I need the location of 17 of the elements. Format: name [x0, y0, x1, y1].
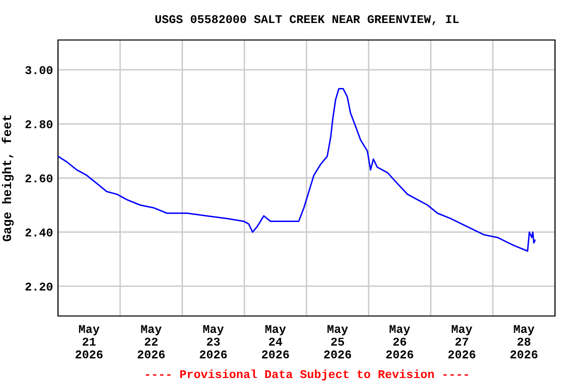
- line-series: [58, 88, 536, 252]
- x-tick-label: May 21 2026: [76, 325, 103, 358]
- x-tick-label: May 25 2026: [324, 325, 352, 358]
- y-tick-label: 2.60: [26, 174, 52, 182]
- text: ---- Provisional Data Subject to Revision ----: [146, 369, 468, 381]
- y-axis-title: Gage height, feet: [2, 115, 14, 242]
- y-tick-label: 2.80: [26, 120, 52, 128]
- x-tick-label: May 22 2026: [138, 325, 165, 358]
- y-tick-label: 2.40: [26, 228, 52, 237]
- y-tick-label: 2.20: [26, 282, 52, 291]
- y-tick-label: 3.00: [25, 66, 52, 74]
- chart-title: USGS 05582000 SALT CREEK NEAR GREENVIEW, IL: [155, 15, 459, 26]
- x-tick-label: May 23 2026: [200, 325, 227, 358]
- x-tick-label: May 26 2026: [386, 325, 414, 358]
- x-tick-label: May 27 2026: [448, 325, 476, 358]
- x-tick-label: May 28 2026: [510, 325, 538, 358]
- x-tick-label: May 24 2026: [262, 325, 289, 358]
